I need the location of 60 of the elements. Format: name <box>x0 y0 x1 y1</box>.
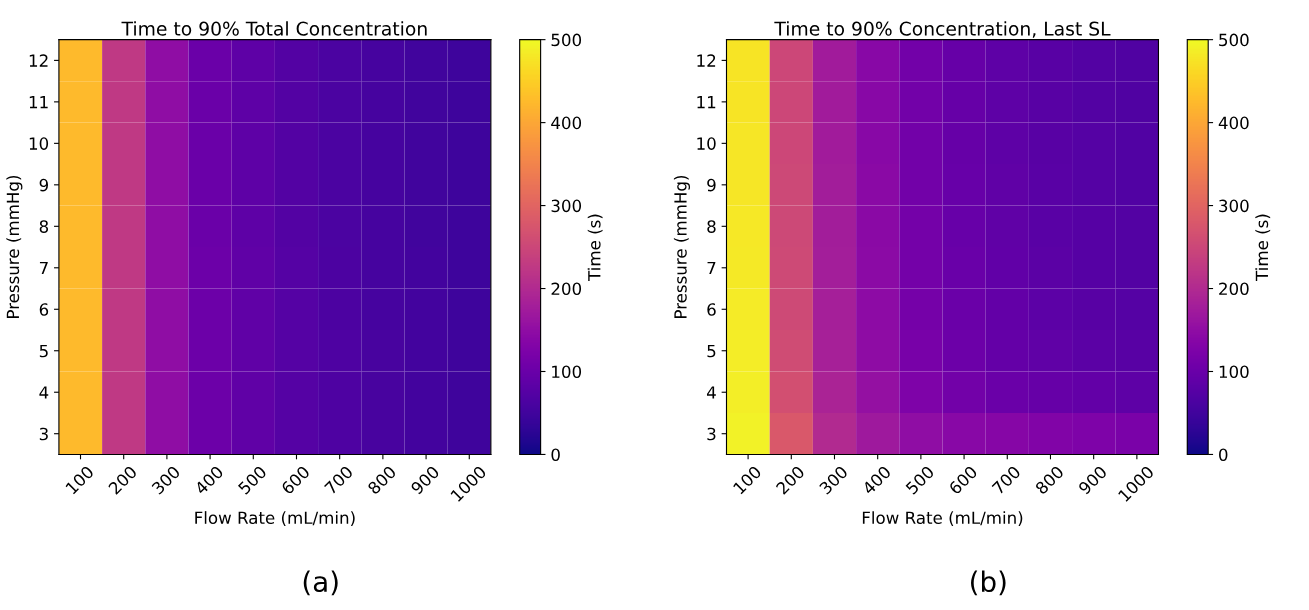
color-bar-label: 300 <box>1219 199 1249 213</box>
y-tick-label: 7 <box>707 261 716 275</box>
x-tick-label: 600 <box>280 465 311 495</box>
color-bar-label: 500 <box>551 33 582 47</box>
x-tick-label: 200 <box>107 465 138 495</box>
y-tick-label: 6 <box>39 303 49 316</box>
y-tick-label: 10 <box>29 137 49 150</box>
x-tick-label: 800 <box>366 465 397 495</box>
x-axis-title: Flow Rate (mL/min) <box>195 511 355 526</box>
x-tick-label: 400 <box>861 465 892 496</box>
color-bar-label: 400 <box>551 116 582 130</box>
x-tick-label: 900 <box>410 465 440 496</box>
x-tick-label: 500 <box>237 465 268 495</box>
y-tick-label: 10 <box>697 137 716 150</box>
y-tick-label: 5 <box>39 344 48 358</box>
y-tick-label: 4 <box>39 386 49 399</box>
y-axis-title: Pressure (mmHg) <box>6 175 23 318</box>
y-tick-label: 12 <box>29 54 48 67</box>
color-bar-label: 0 <box>551 448 560 462</box>
color-bar-title: Time (s) <box>587 214 603 281</box>
y-tick-label: 11 <box>697 96 716 109</box>
text: (a) <box>303 570 338 596</box>
chart-title: Time to 90% Concentration, Last SL <box>774 21 1111 38</box>
color-bar-label: 100 <box>1219 365 1249 379</box>
x-tick-label: 200 <box>775 465 806 495</box>
y-tick-label: 9 <box>707 178 716 192</box>
x-tick-label: 900 <box>1077 465 1108 496</box>
x-tick-label: 500 <box>905 465 935 495</box>
color-bar-label: 0 <box>1219 448 1228 462</box>
x-tick-label: 100 <box>732 465 762 495</box>
x-axis-title: Flow Rate (mL/min) <box>862 511 1023 526</box>
color-bar-label: 500 <box>1219 33 1249 47</box>
color-bar-label: 200 <box>1219 282 1249 296</box>
color-bar-title: Time (s) <box>1255 214 1271 281</box>
y-tick-label: 8 <box>39 220 49 233</box>
y-tick-label: 11 <box>29 96 48 109</box>
x-tick-label: 700 <box>991 465 1022 495</box>
y-tick-label: 4 <box>706 386 716 399</box>
text: (b) <box>971 570 1006 596</box>
x-tick-label: 300 <box>818 465 849 495</box>
x-tick-label: 600 <box>948 465 978 495</box>
y-tick-label: 8 <box>707 220 716 233</box>
chart-title: Time to 90% Total Concentration <box>121 21 427 36</box>
color-bar-label: 300 <box>551 199 582 213</box>
y-tick-label: 12 <box>697 54 716 67</box>
y-tick-label: 9 <box>39 178 49 192</box>
x-tick-label: 300 <box>151 465 181 495</box>
y-tick-label: 3 <box>39 427 48 441</box>
y-tick-label: 7 <box>39 261 48 275</box>
color-bar-label: 200 <box>551 282 582 296</box>
x-tick-label: 700 <box>323 465 354 495</box>
x-tick-label: 800 <box>1034 465 1065 495</box>
x-tick-label: 100 <box>65 465 95 495</box>
y-tick-label: 3 <box>707 427 716 441</box>
color-bar-label: 100 <box>552 365 582 379</box>
y-axis-title: Pressure (mmHg) <box>673 175 691 318</box>
y-tick-label: 5 <box>707 344 716 358</box>
y-tick-label: 6 <box>707 303 716 316</box>
color-bar-label: 400 <box>1218 116 1249 130</box>
x-tick-label: 400 <box>193 465 224 496</box>
